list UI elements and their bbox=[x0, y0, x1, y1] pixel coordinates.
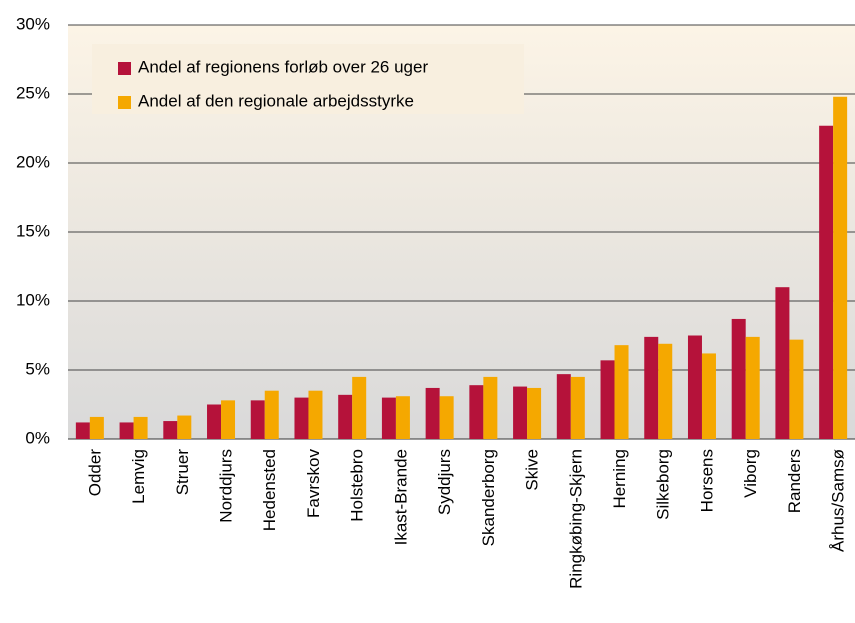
x-tick-label: Skive bbox=[523, 449, 542, 491]
bar bbox=[614, 345, 629, 439]
bar bbox=[483, 376, 498, 439]
legend-swatch bbox=[118, 96, 131, 109]
x-tick-label: Odder bbox=[85, 449, 104, 497]
bar bbox=[775, 287, 790, 439]
x-tick-label: Struer bbox=[173, 449, 192, 496]
bar bbox=[469, 385, 484, 439]
bar bbox=[570, 376, 585, 439]
x-tick-label: Århus/Samsø bbox=[829, 449, 848, 552]
x-tick-label: Syddjurs bbox=[435, 449, 454, 515]
y-tick-label: 10% bbox=[16, 290, 50, 309]
bar bbox=[833, 96, 848, 439]
bar bbox=[789, 339, 804, 439]
y-tick-label: 0% bbox=[25, 428, 50, 447]
bar bbox=[687, 335, 702, 439]
bar bbox=[527, 387, 542, 439]
bar bbox=[89, 416, 104, 439]
bar bbox=[513, 386, 528, 439]
bar bbox=[163, 421, 178, 439]
bar bbox=[264, 390, 279, 439]
bar bbox=[731, 318, 746, 439]
bar bbox=[745, 336, 760, 439]
bar bbox=[338, 394, 353, 439]
x-tick-label: Ringkøbing-Skjern bbox=[566, 449, 585, 589]
bar bbox=[352, 376, 367, 439]
bar bbox=[600, 360, 615, 439]
y-tick-label: 15% bbox=[16, 221, 50, 240]
bar bbox=[308, 390, 323, 439]
x-tick-label: Herning bbox=[610, 449, 629, 509]
x-tick-label: Hedensted bbox=[260, 449, 279, 531]
y-tick-label: 20% bbox=[16, 152, 50, 171]
x-tick-label: Ikast-Brande bbox=[391, 449, 410, 545]
legend-label: Andel af regionens forløb over 26 uger bbox=[138, 57, 428, 76]
legend-swatch bbox=[118, 62, 131, 75]
bar bbox=[119, 422, 134, 439]
bar bbox=[133, 416, 148, 439]
bar bbox=[207, 404, 222, 439]
bar bbox=[294, 397, 309, 439]
bar bbox=[439, 396, 454, 439]
legend-label: Andel af den regionale arbejdsstyrke bbox=[138, 91, 414, 110]
x-tick-label: Holstebro bbox=[348, 449, 367, 522]
bar bbox=[556, 374, 571, 439]
y-tick-label: 5% bbox=[25, 359, 50, 378]
legend bbox=[92, 44, 524, 114]
x-tick-label: Norddjurs bbox=[217, 449, 236, 523]
x-tick-label: Viborg bbox=[741, 449, 760, 498]
bar bbox=[250, 400, 265, 439]
x-tick-label: Horsens bbox=[697, 449, 716, 512]
bar bbox=[75, 422, 90, 439]
bar bbox=[644, 336, 659, 439]
y-tick-label: 30% bbox=[16, 14, 50, 33]
bar bbox=[819, 125, 834, 440]
x-tick-label: Randers bbox=[785, 449, 804, 513]
bar bbox=[701, 353, 716, 439]
y-tick-label: 25% bbox=[16, 83, 50, 102]
bar bbox=[658, 343, 673, 439]
bar bbox=[221, 400, 236, 439]
x-tick-label: Silkeborg bbox=[654, 449, 673, 520]
bar bbox=[425, 387, 440, 439]
x-tick-label: Favrskov bbox=[304, 449, 323, 518]
bar bbox=[381, 397, 396, 439]
x-tick-label: Skanderborg bbox=[479, 449, 498, 546]
bar bbox=[395, 396, 410, 439]
x-tick-label: Lemvig bbox=[129, 449, 148, 504]
bar bbox=[177, 415, 192, 439]
